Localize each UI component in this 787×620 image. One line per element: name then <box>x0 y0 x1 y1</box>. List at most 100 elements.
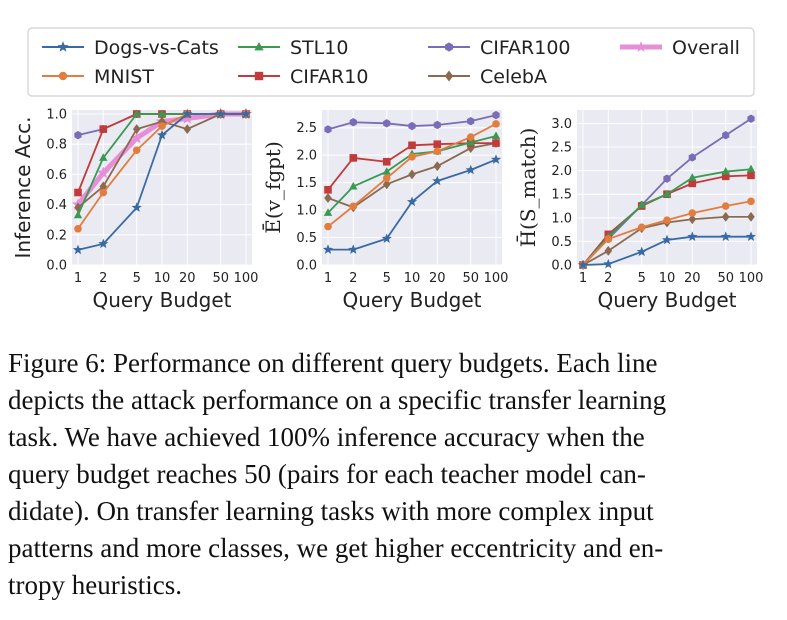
data-point-c100 <box>408 121 416 131</box>
y-tick-label: 0.0 <box>296 259 317 274</box>
y-tick-label: 2.5 <box>296 121 317 136</box>
data-point-c100 <box>324 125 332 134</box>
data-point-dogs <box>636 246 647 257</box>
data-point-stl <box>688 173 697 181</box>
legend-marker-stl <box>254 41 264 51</box>
legend-marker-dogs <box>57 41 69 52</box>
y-tick-label: 0.6 <box>46 168 67 183</box>
data-point-dogs <box>490 154 502 164</box>
data-point-celeba <box>382 179 391 190</box>
data-point-dogs <box>745 231 757 241</box>
x-tick-label: 5 <box>133 271 141 286</box>
legend-label-c10: CIFAR10 <box>290 66 368 88</box>
y-axis-label: Inference Acc. <box>11 116 35 258</box>
data-point-dogs <box>182 108 193 119</box>
data-point-c10 <box>408 141 416 150</box>
data-point-mnist <box>99 188 108 197</box>
data-point-dogs <box>687 231 698 241</box>
data-point-dogs <box>432 175 443 186</box>
data-point-stl <box>73 210 83 219</box>
data-point-stl <box>637 200 646 209</box>
x-tick-label: 10 <box>154 271 171 286</box>
data-point-c100 <box>383 119 391 128</box>
data-point-dogs <box>406 196 418 207</box>
data-point-celeba <box>604 245 613 256</box>
data-point-mnist <box>747 197 755 206</box>
y-tick-label: 0.0 <box>46 259 67 274</box>
legend-label-stl: STL10 <box>290 37 348 59</box>
caption-line: Figure 6: Performance on different query… <box>8 348 658 378</box>
data-point-stl <box>382 167 391 175</box>
data-point-celeba <box>408 169 416 180</box>
data-point-stl <box>349 181 358 190</box>
data-point-stl <box>132 109 141 118</box>
legend-marker-c10 <box>254 71 264 81</box>
y-axis-label: Ē(v_fgpt) <box>261 141 285 234</box>
data-point-celeba <box>721 211 730 222</box>
x-tick-label: 20 <box>179 271 196 286</box>
data-point-mnist <box>158 122 166 130</box>
x-tick-label: 5 <box>383 271 391 286</box>
data-point-mnist <box>349 202 358 211</box>
y-tick-label: 1.0 <box>46 108 67 123</box>
figure-panel: Dogs-vs-Cats STL10 CIFAR100 Overall MNIST CIF… <box>11 27 763 313</box>
figure-caption: Figure 6: Performance on different query… <box>8 345 778 604</box>
data-point-dogs <box>156 129 168 140</box>
data-point-c10 <box>433 140 442 148</box>
data-point-c10 <box>324 185 332 194</box>
x-tick-label: 2 <box>604 271 612 286</box>
data-point-mnist <box>382 174 391 183</box>
y-tick-label: 1.5 <box>551 188 572 203</box>
data-point-celeba <box>183 124 192 135</box>
legend-marker-c100 <box>445 42 453 52</box>
data-point-c10 <box>349 154 358 162</box>
data-point-stl <box>662 189 672 198</box>
y-tick-label: 2.0 <box>296 149 317 164</box>
y-tick-label: 2.0 <box>551 164 572 179</box>
caption-line: task. We have achieved 100% inference ac… <box>8 422 645 452</box>
caption-line: patterns and more classes, we get higher… <box>8 533 664 563</box>
data-point-stl <box>323 208 333 216</box>
data-point-mnist <box>637 223 646 232</box>
data-point-c100 <box>722 131 730 140</box>
data-point-celeba <box>747 211 755 222</box>
x-tick-label: 20 <box>684 271 701 286</box>
data-point-dogs <box>661 234 673 245</box>
legend-label-overall: Overall <box>672 37 740 59</box>
data-point-dogs <box>348 244 359 254</box>
y-tick-label: 1.5 <box>296 176 317 191</box>
data-point-dogs <box>72 244 84 255</box>
data-point-dogs <box>381 233 392 243</box>
data-point-mnist <box>721 202 730 210</box>
x-tick-label: 2 <box>99 271 107 286</box>
y-tick-label: 0.8 <box>46 138 67 153</box>
x-tick-label: 100 <box>484 271 509 286</box>
legend-label-dogs: Dogs-vs-Cats <box>94 37 219 59</box>
data-point-dogs <box>215 108 226 119</box>
y-tick-label: 0.5 <box>296 231 317 246</box>
data-point-c100 <box>433 120 441 130</box>
x-tick-label: 20 <box>429 271 446 286</box>
x-tick-label: 50 <box>212 271 229 286</box>
data-point-dogs <box>603 258 614 269</box>
data-point-stl <box>721 167 730 175</box>
data-point-c10 <box>747 171 755 180</box>
data-point-dogs <box>465 164 476 175</box>
data-point-mnist <box>74 224 82 233</box>
data-point-c100 <box>349 118 357 127</box>
caption-line: didate). On transfer learning tasks with… <box>8 496 654 526</box>
data-point-mnist <box>688 209 697 217</box>
data-point-mnist <box>324 222 332 231</box>
data-point-c10 <box>688 179 697 188</box>
legend: Dogs-vs-Cats STL10 CIFAR100 Overall MNIST CIF… <box>27 27 755 97</box>
data-point-c100 <box>467 116 475 126</box>
data-point-stl <box>466 137 475 146</box>
data-point-c10 <box>74 188 82 197</box>
data-point-mnist <box>433 147 442 156</box>
data-point-dogs <box>131 202 142 212</box>
data-point-stl <box>746 164 756 173</box>
data-point-mnist <box>604 235 613 243</box>
x-axis-label: Query Budget <box>92 288 231 312</box>
